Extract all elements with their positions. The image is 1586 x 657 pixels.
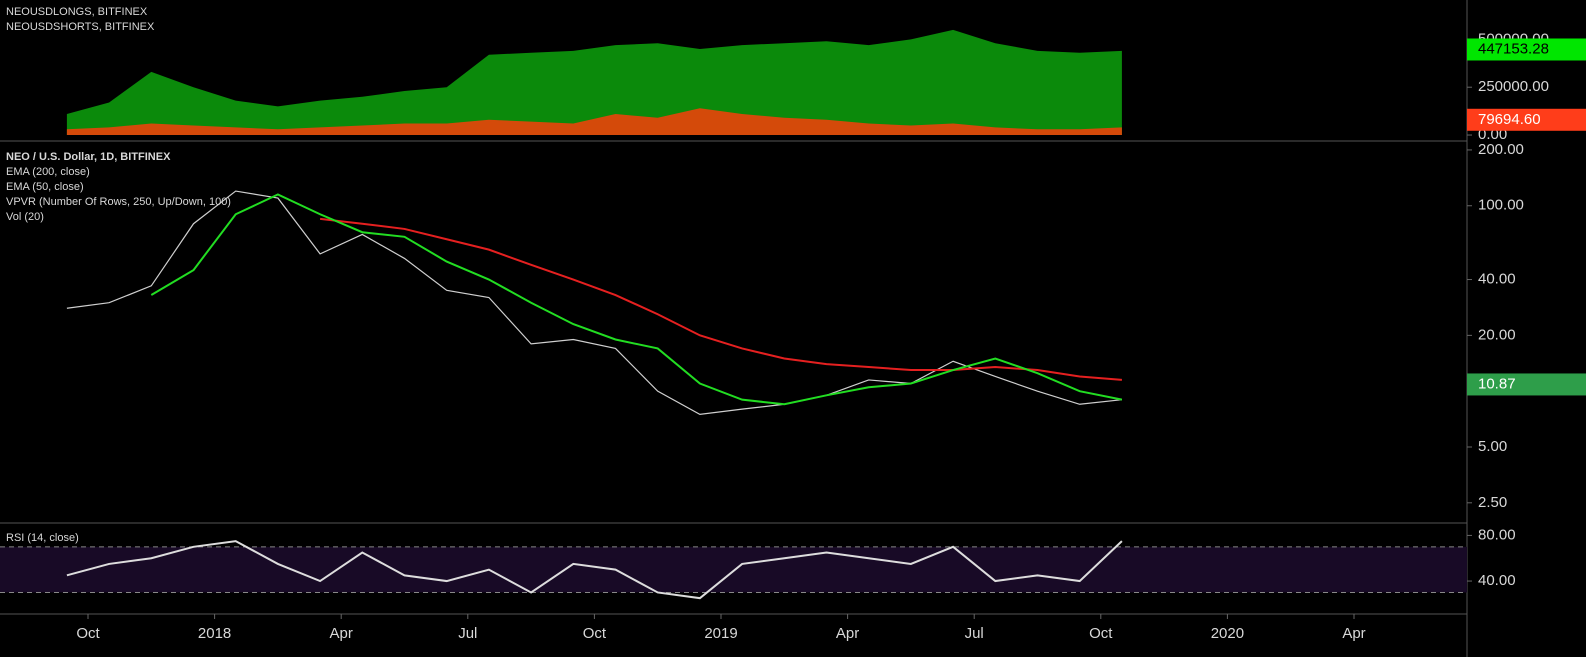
line-series [66, 190, 1122, 415]
x-tick-label: Apr [330, 625, 353, 642]
x-tick-label: 2019 [704, 625, 737, 642]
last-value-box [1467, 373, 1586, 396]
last-value-label: 447153.28 [1478, 40, 1549, 57]
y-tick-label: 40.00 [1478, 572, 1516, 589]
y-tick-label: 20.00 [1478, 326, 1516, 343]
y-tick-label: 80.00 [1478, 526, 1516, 543]
last-value-label: 10.87 [1478, 375, 1516, 392]
legend-entry: NEOUSDLONGS, BITFINEX [6, 6, 148, 18]
legend-entry: NEO / U.S. Dollar, 1D, BITFINEX [6, 151, 171, 163]
line-series [150, 193, 1123, 406]
x-tick-label: Jul [965, 625, 984, 642]
y-tick-label: 5.00 [1478, 438, 1507, 455]
area-series [66, 108, 1122, 136]
line-series [66, 540, 1123, 600]
area-series [66, 29, 1122, 136]
x-tick-label: Apr [836, 625, 859, 642]
y-tick-label: 100.00 [1478, 197, 1524, 214]
last-value-label: 79694.60 [1478, 111, 1541, 128]
legend-entry: EMA (200, close) [6, 166, 90, 178]
y-tick-label: 40.00 [1478, 271, 1516, 288]
x-tick-label: Jul [458, 625, 477, 642]
x-tick-label: 2018 [198, 625, 231, 642]
line-series [319, 217, 1122, 381]
legend-entry: VPVR (Number Of Rows, 250, Up/Down, 100) [6, 196, 231, 208]
x-tick-label: Oct [1089, 625, 1113, 642]
y-tick-label: 2.50 [1478, 494, 1507, 511]
y-tick-label: 250000.00 [1478, 78, 1549, 95]
y-tick-label: 200.00 [1478, 141, 1524, 158]
x-tick-label: Apr [1342, 625, 1365, 642]
x-tick-label: Oct [76, 625, 100, 642]
legend-entry: NEOUSDSHORTS, BITFINEX [6, 21, 155, 33]
legend-entry: Vol (20) [6, 211, 44, 223]
x-tick-label: 2020 [1211, 625, 1244, 642]
last-value-box [1467, 108, 1586, 131]
legend-entry: RSI (14, close) [6, 532, 79, 544]
x-tick-label: Oct [583, 625, 607, 642]
legend-entry: EMA (50, close) [6, 181, 84, 193]
last-value-box [1467, 38, 1586, 61]
